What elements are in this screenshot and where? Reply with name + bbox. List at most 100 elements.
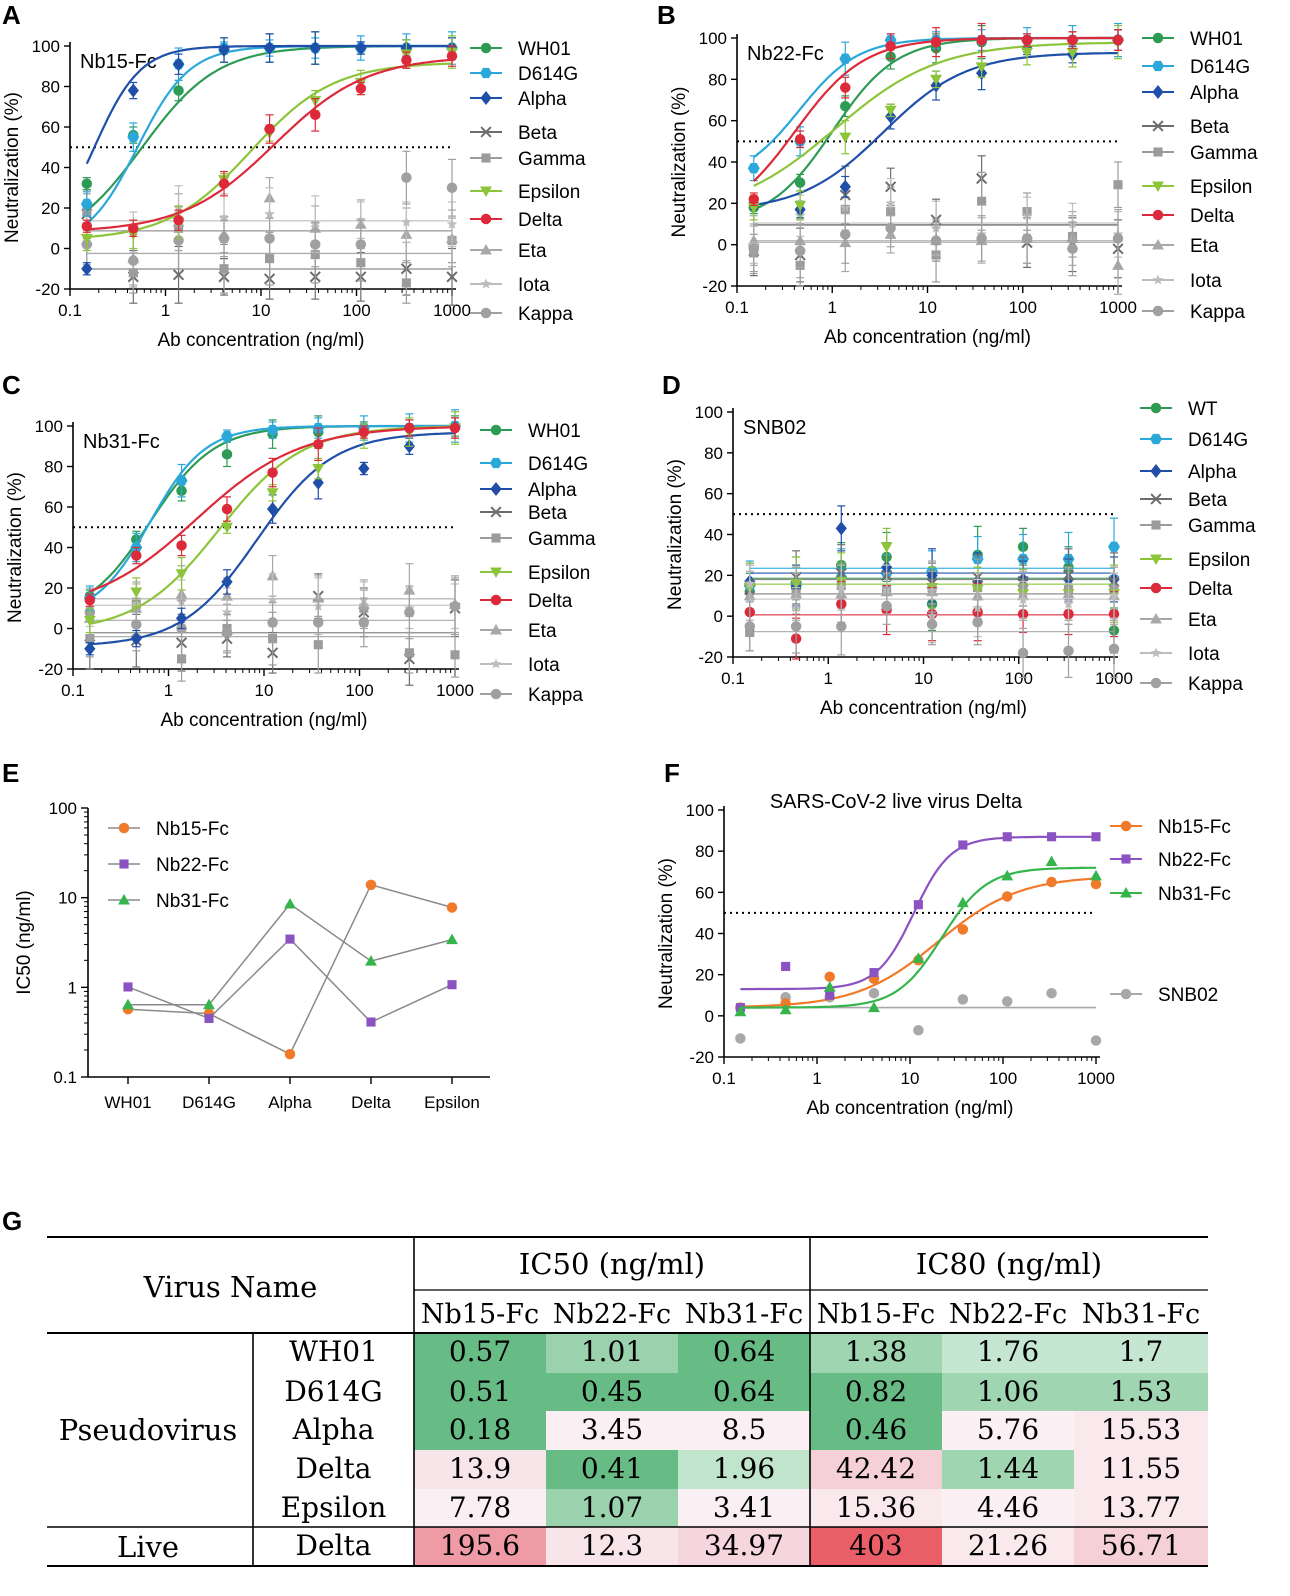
table-cell: 0.82 [845,1375,907,1408]
data-point [80,198,93,210]
data-point [172,57,185,72]
data-point [748,193,760,205]
x-tick-label: 1 [164,681,173,700]
row-label: WH01 [289,1335,378,1368]
y-tick-label: 1 [68,978,77,997]
table-cell: 42.42 [836,1452,916,1485]
data-point [404,607,415,618]
y-tick-label: 100 [32,37,60,56]
data-point [1108,590,1120,601]
series-nb22-fc [735,832,1101,1013]
data-point [355,239,367,250]
data-point [447,980,457,990]
data-point [1021,34,1033,46]
data-point [880,542,893,553]
y-tick-label: -20 [698,648,723,667]
x-tick-label: Delta [351,1093,391,1112]
series-alpha [81,31,458,276]
series-nb31-fc [734,855,1102,1017]
data-point [480,67,492,79]
data-point [1150,582,1162,594]
panel-E: 0.1 1 10 100 WH01 D614G Alpha Delta Epsilon IC50 … [14,799,490,1112]
data-point [1108,541,1120,552]
data-point [490,688,502,700]
data-point [1152,32,1164,44]
data-point [1153,147,1163,157]
x-tick-label: 100 [1005,669,1033,688]
data-point [913,1024,924,1036]
chart-title: Nb22-Fc [747,43,824,65]
series-d614g [83,409,461,611]
data-point [1150,613,1162,624]
panel-letter-d: D [662,370,681,400]
panel-B: -20 0 20 40 60 80 100 0.1 1 10 100 1000 Ab concentra… [669,22,1258,348]
table-cell: 0.18 [449,1413,511,1446]
table-cell: 1.76 [977,1335,1039,1368]
data-point [131,550,142,561]
y-tick-label: -20 [689,1048,714,1067]
legend-item: Epsilon [480,563,590,584]
legend-item: Nb15-Fc [1110,817,1231,838]
table-cell: 1.53 [1110,1375,1172,1408]
legend-label: Epsilon [1190,177,1252,198]
legend-label: Nb31-Fc [1158,884,1231,905]
data-point [747,163,760,174]
legend-item: Eta [480,621,557,642]
data-point [781,961,791,971]
data-point [840,82,851,93]
legend-item: WT [1140,399,1218,420]
table-cell: 0.41 [581,1452,643,1485]
legend-label: D614G [528,454,588,475]
y-tick-label: 40 [708,153,727,172]
table-cell: 1.07 [581,1491,643,1524]
data-point [355,83,367,94]
series-delta [84,417,461,607]
data-point [309,41,321,56]
data-point [1150,433,1162,445]
y-tick-label: 40 [41,159,60,178]
legend-label: Nb15-Fc [1158,817,1231,838]
data-point [401,216,412,227]
data-point [127,83,139,98]
legend-item: Alpha [480,480,577,501]
data-point [266,502,279,517]
legend-label: D614G [518,64,578,85]
data-point [221,522,233,534]
data-point [480,91,492,105]
data-point [172,269,185,281]
legend-item: Gamma [1142,143,1258,164]
data-point [267,594,278,605]
data-point [490,424,502,436]
data-point [1152,181,1164,192]
data-point [1063,598,1074,609]
heat-cell [678,1450,810,1489]
legend-label: Eta [1188,610,1217,631]
legend-item: Nb31-Fc [1110,884,1231,905]
data-point [221,430,233,442]
data-point [446,902,458,913]
x-tick-label: 1 [812,1069,821,1088]
table-cell: 34.97 [704,1529,784,1562]
data-point [885,197,896,208]
data-point [839,132,852,144]
data-point [1151,520,1161,530]
data-point [449,600,461,612]
data-point [794,200,807,212]
data-point [1045,855,1058,867]
data-point [446,182,458,193]
legend-label: Iota [1188,644,1220,665]
y-tick-label: 60 [695,883,714,902]
x-tick-label: Alpha [268,1093,312,1112]
legend-label: Gamma [1190,143,1258,164]
data-point [267,467,278,478]
legend-item: Delta [470,210,563,231]
legend-item: WH01 [470,39,571,60]
data-point [313,438,324,450]
data-point [840,100,851,112]
x-tick-label: 0.1 [61,681,85,700]
data-point [221,449,233,460]
x-tick-label: 1000 [433,301,471,320]
heat-cell [546,1527,678,1566]
legend-label: Gamma [528,529,596,550]
